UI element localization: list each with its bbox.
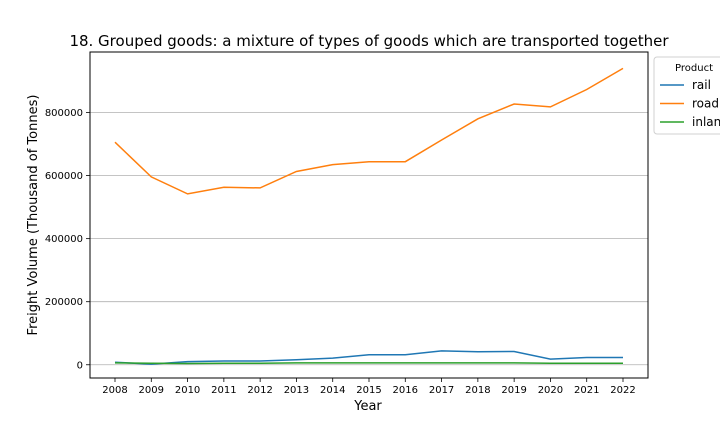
x-tick-label: 2008 — [102, 385, 127, 396]
x-tick-label: 2011 — [211, 385, 236, 396]
y-tick-label: 600000 — [45, 171, 83, 182]
y-tick-label: 200000 — [45, 297, 83, 308]
legend-title: Product — [675, 63, 713, 74]
x-tick-label: 2022 — [610, 385, 635, 396]
y-axis-ticks: 0 200000 400000 600000 800000 — [45, 108, 90, 371]
x-tick-label: 2015 — [356, 385, 381, 396]
legend-label-road: road — [692, 97, 719, 111]
series-lines — [114, 67, 624, 365]
legend-box — [653, 56, 720, 135]
x-tick-label: 2012 — [247, 385, 272, 396]
series-line-inland-waterways — [114, 362, 623, 365]
y-tick-label: 0 — [77, 360, 83, 371]
legend: Product rail road inland waterways — [653, 56, 720, 135]
x-tick-label: 2013 — [284, 385, 309, 396]
x-tick-label: 2014 — [320, 385, 345, 396]
legend-label-inland-waterways: inland waterways — [692, 115, 720, 129]
y-tick-label: 400000 — [45, 234, 83, 245]
y-axis-label: Freight Volume (Thousand of Tonnes) — [26, 95, 41, 336]
series-line-road — [114, 67, 624, 195]
x-tick-label: 2016 — [393, 385, 418, 396]
x-tick-label: 2009 — [139, 385, 164, 396]
gridlines — [90, 112, 648, 366]
series-line-rail — [114, 350, 623, 365]
legend-label-rail: rail — [692, 78, 711, 92]
x-tick-label: 2021 — [574, 385, 599, 396]
y-tick-label: 800000 — [45, 108, 83, 119]
chart-title: 18. Grouped goods: a mixture of types of… — [69, 32, 669, 50]
x-tick-label: 2019 — [501, 385, 526, 396]
x-tick-label: 2018 — [465, 385, 490, 396]
x-tick-label: 2020 — [538, 385, 563, 396]
x-tick-label: 2017 — [429, 385, 454, 396]
x-axis-ticks: 2008 2009 2010 2011 2012 2013 2014 2015 2016 2017… — [102, 378, 636, 396]
x-axis-label: Year — [353, 399, 382, 414]
x-tick-label: 2010 — [175, 385, 200, 396]
